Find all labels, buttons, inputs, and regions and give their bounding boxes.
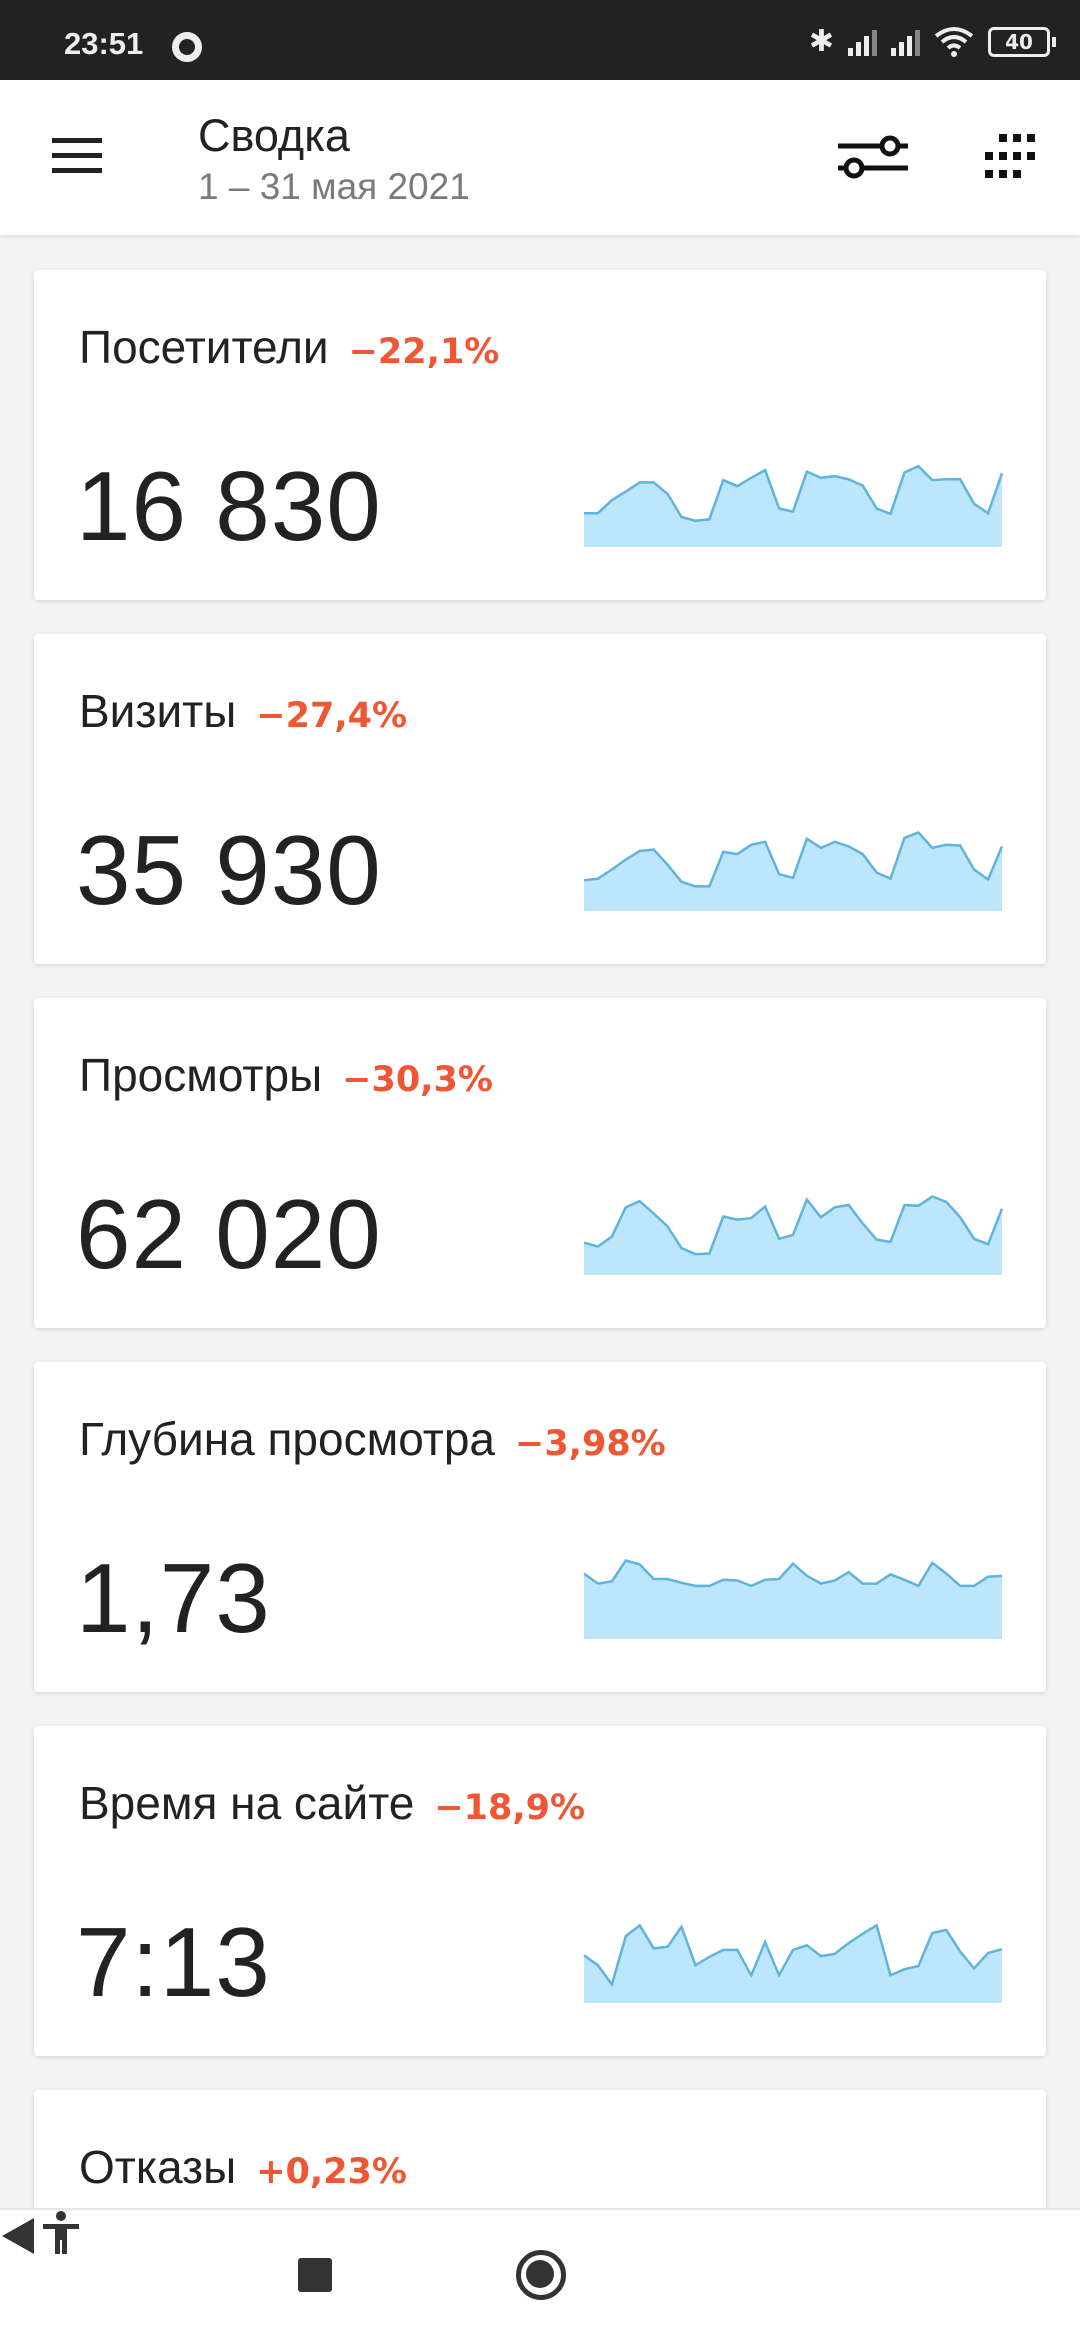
metric-title: Визиты −27,4% [79, 684, 407, 738]
app-header: Сводка 1 – 31 мая 2021 [0, 80, 1080, 235]
metric-title: Глубина просмотра −3,98% [79, 1412, 666, 1466]
sparkline-line [583, 831, 1003, 888]
sparkline-chart [583, 1195, 1003, 1275]
metric-title: Посетители −22,1% [79, 320, 499, 374]
sparkline-area [584, 1925, 1002, 2003]
signal-icon [848, 28, 877, 56]
filter-settings-icon[interactable] [838, 132, 908, 182]
metric-delta: −3,98% [515, 1424, 666, 1464]
page-title: Сводка [198, 110, 350, 161]
hamburger-icon [52, 138, 102, 143]
sparkline-line [583, 1923, 1003, 1988]
status-time: 23:51 [64, 26, 144, 61]
sparkline-chart [584, 464, 1003, 547]
metric-delta: −18,9% [434, 1788, 586, 1828]
metric-card[interactable]: Просмотры −30,3% 62 020 [34, 998, 1046, 1328]
battery-icon: 40 [988, 26, 1056, 57]
date-range[interactable]: 1 – 31 мая 2021 [198, 166, 470, 207]
metric-card[interactable]: Время на сайте −18,9% 7:13 [34, 1726, 1046, 2056]
metric-value: 62 020 [76, 1179, 382, 1289]
back-button[interactable] [0, 2216, 36, 2256]
metric-name: Глубина просмотра [79, 1413, 495, 1465]
sparkline-line [583, 1195, 1003, 1256]
metric-name: Время на сайте [79, 1777, 415, 1829]
metric-title: Время на сайте −18,9% [79, 1776, 585, 1830]
metric-value: 1,73 [76, 1543, 271, 1653]
sparkline-chart [583, 1923, 1003, 2003]
sparkline-area [584, 832, 1002, 911]
sparkline-chart [583, 1559, 1003, 1639]
metric-delta: −27,4% [256, 696, 408, 736]
sparkline-line [584, 464, 1003, 523]
metric-value: 7:13 [76, 1907, 271, 2017]
metric-name: Визиты [79, 685, 237, 737]
metric-delta: −30,3% [342, 1060, 493, 1100]
status-bar: 23:51 ✱ 40 [0, 0, 1080, 80]
sparkline-chart [583, 831, 1003, 911]
sparkline-area [584, 466, 1002, 547]
metric-name: Посетители [79, 321, 329, 373]
metric-name: Отказы [79, 2141, 237, 2193]
menu-button[interactable] [52, 138, 102, 174]
recents-button[interactable] [298, 2258, 332, 2292]
sparkline-line [583, 1559, 1003, 1588]
bluetooth-icon: ✱ [808, 24, 834, 59]
home-button[interactable] [516, 2250, 566, 2300]
metric-card[interactable]: Посетители −22,1% 16 830 [34, 270, 1046, 600]
metric-card[interactable]: Визиты −27,4% 35 930 [34, 634, 1046, 964]
accessibility-icon[interactable] [41, 2210, 81, 2256]
wifi-icon [934, 26, 974, 57]
apps-grid-icon[interactable] [983, 134, 1045, 180]
metric-delta: −22,1% [348, 332, 500, 372]
system-nav-bar [0, 2208, 1080, 2340]
metric-name: Просмотры [79, 1049, 323, 1101]
metric-title: Просмотры −30,3% [79, 1048, 493, 1102]
metric-delta: +0,23% [256, 2152, 407, 2192]
sparkline-area [584, 1560, 1002, 1639]
metric-title: Отказы +0,23% [79, 2140, 407, 2194]
metric-card[interactable]: Глубина просмотра −3,98% 1,73 [34, 1362, 1046, 1692]
signal-2-icon [891, 28, 920, 56]
metric-value: 16 830 [76, 451, 382, 561]
metric-value: 35 930 [76, 815, 382, 925]
message-notification-icon [172, 32, 202, 62]
